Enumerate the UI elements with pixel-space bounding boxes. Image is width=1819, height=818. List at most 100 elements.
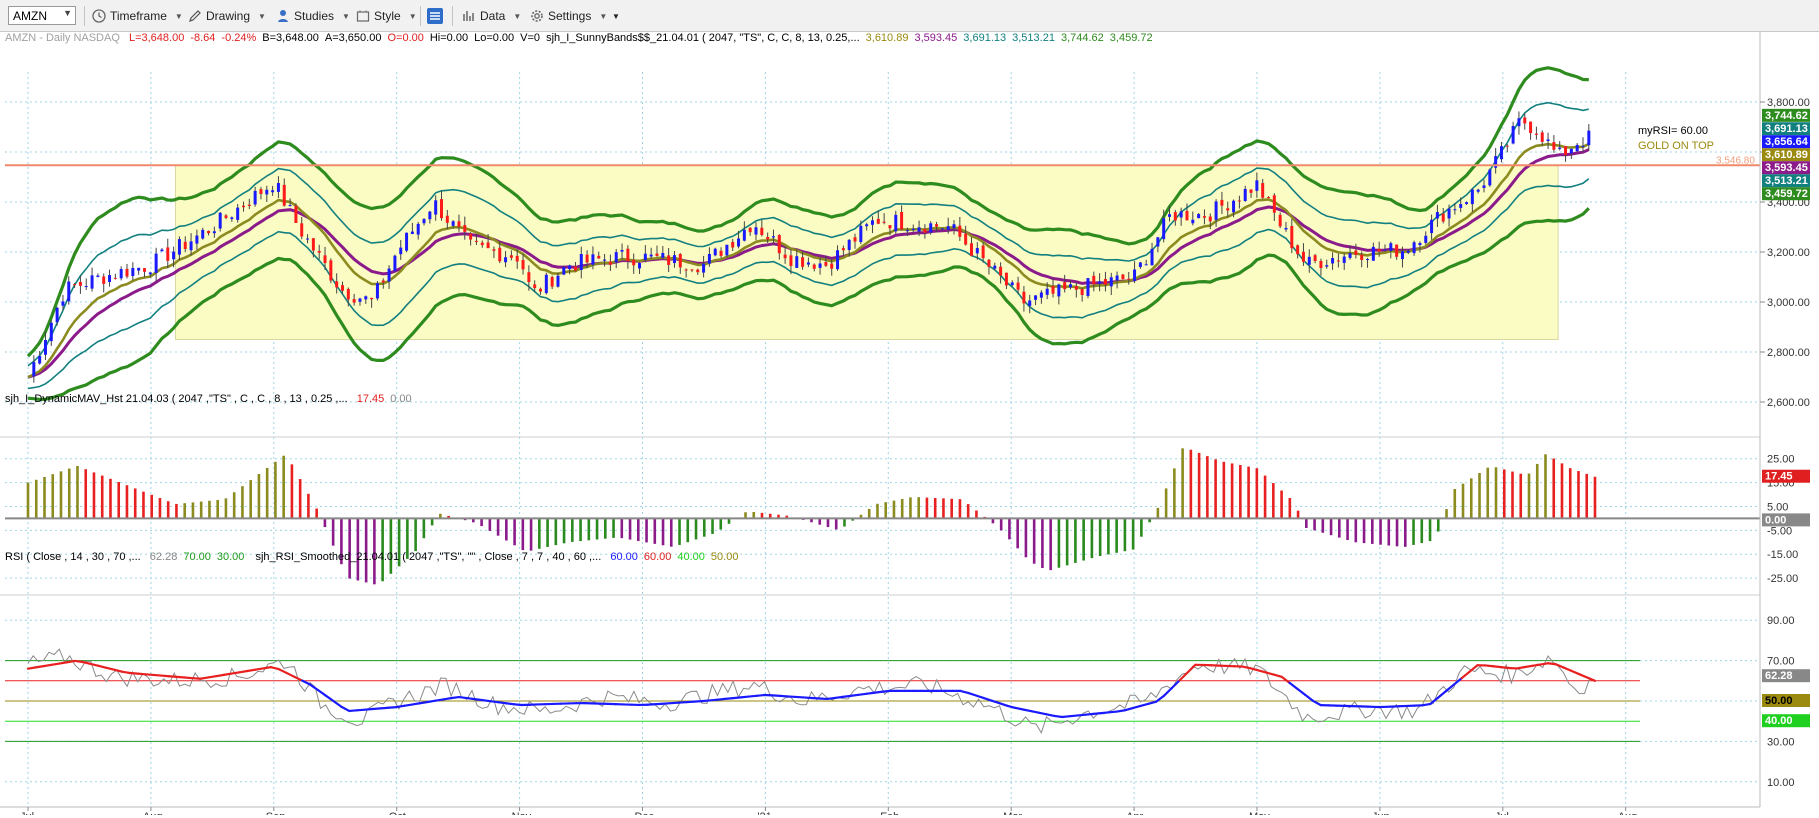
symbol-value: AMZN (13, 9, 47, 23)
rsi-smoothed-segment (130, 673, 138, 674)
rsi-smoothed-segment (224, 674, 232, 675)
rsi-smoothed-segment (647, 704, 655, 705)
rsi-smoothed-segment (1070, 715, 1078, 716)
rsi-smoothed-segment (451, 697, 459, 698)
rsi-smoothed-segment (232, 672, 240, 673)
histogram-bar (596, 518, 599, 539)
settings-label: Settings (548, 9, 591, 23)
histogram-bar (1346, 518, 1349, 540)
histogram-bar (1115, 518, 1118, 552)
histogram-bar (1025, 518, 1028, 557)
style-button[interactable]: Style ▼ (356, 7, 417, 25)
histogram-bar (719, 518, 722, 529)
toolbar: AMZN ▼ Timeframe ▼ Drawing ▼ Studies ▼ S… (0, 0, 1819, 32)
histogram-bar (1445, 509, 1448, 518)
style-icon (356, 9, 370, 23)
histogram-bar (926, 498, 929, 519)
header-stat-value: B=3,648.00 (262, 32, 319, 44)
histogram-bar (538, 518, 541, 548)
rsi-smoothed-segment (357, 710, 365, 711)
histogram-study-label: sjh_I_DynamicMAV_Hst 21.04.03 ( 2047 ,"T… (5, 393, 348, 405)
histogram-bar (76, 466, 79, 518)
histogram-bar (876, 504, 879, 519)
rsi-smoothed-segment (757, 695, 765, 696)
rsi-tick-label: 90.00 (1767, 615, 1795, 627)
histogram-bar (381, 518, 384, 581)
rsi-smoothed-segment (1054, 716, 1062, 717)
data-button[interactable]: Data ▼ (462, 7, 521, 25)
histogram-bar (51, 474, 54, 518)
rsi-smoothed-segment (1485, 665, 1493, 666)
rsi-badge: 50.00 (1762, 694, 1810, 707)
rsi-smoothed-segment (655, 704, 663, 705)
rsi-smoothed-value: 60.00 (610, 551, 638, 563)
settings-button[interactable]: Settings ▼ (530, 7, 607, 25)
histogram-bar (1264, 476, 1267, 519)
chart-area[interactable]: 3,546.80 myRSI= 60.00 GOLD ON TOP 3,800.… (0, 32, 1819, 815)
studies-icon (276, 9, 290, 23)
histogram-bar (1305, 518, 1308, 528)
svg-text:3,593.45: 3,593.45 (1765, 162, 1808, 174)
histogram-bar (1470, 478, 1473, 518)
rsi-smoothed-segment (1078, 715, 1086, 716)
rsi-smoothed-segment (52, 664, 60, 665)
rsi-tick-label: 70.00 (1767, 656, 1795, 668)
rsi-smoothed-segment (498, 702, 506, 703)
candle (294, 203, 297, 223)
histogram-bar (1412, 518, 1415, 545)
histogram-bar (1371, 518, 1374, 544)
rsi-study-label: RSI ( Close , 14 , 30 , 70 ,... (5, 551, 141, 563)
header-stat-value: L=3,648.00 (129, 32, 184, 44)
histogram-bar (1049, 518, 1052, 570)
histogram-bar (1099, 518, 1102, 556)
time-tick-label: Dec (635, 811, 655, 815)
header-stat-value: Hi=0.00 (430, 32, 468, 44)
symbol-description: AMZN - Daily NASDAQ (5, 32, 120, 44)
candle (329, 258, 332, 283)
histogram-tick-label: -25.00 (1767, 573, 1798, 585)
drawing-button[interactable]: Drawing ▼ (188, 7, 266, 25)
rsi-smoothed-segment (420, 702, 428, 703)
histogram-bar (686, 518, 689, 542)
histogram-bar (1256, 468, 1259, 518)
histogram-bar (1190, 450, 1193, 519)
histogram-bar (101, 476, 104, 519)
studies-button[interactable]: Studies ▼ (276, 7, 350, 25)
histogram-bar (711, 518, 714, 534)
pencil-icon (188, 9, 202, 23)
price-badge: 3,593.45 (1762, 161, 1810, 174)
rsi-value: 62.28 (150, 551, 178, 563)
rsi-smoothed-segment (1532, 665, 1540, 666)
time-tick-label: Apr (1126, 811, 1143, 815)
price-badge: 3,744.62 (1762, 109, 1810, 122)
histogram-bar (1338, 518, 1341, 537)
rsi-smoothed-segment (240, 671, 248, 672)
overflow-caret-icon[interactable]: ▼ (612, 7, 620, 25)
time-tick-label: Feb (880, 811, 899, 815)
rsi-smoothed-segment (725, 698, 733, 699)
histogram-bar (192, 502, 195, 518)
symbol-dropdown-icon[interactable]: ▼ (63, 8, 72, 18)
symbol-input[interactable]: AMZN ▼ (8, 6, 76, 25)
rsi-smoothed-segment (435, 699, 443, 700)
histogram-bar (1486, 468, 1489, 519)
histogram-bar (917, 497, 920, 518)
chart-canvas[interactable]: 3,546.80 myRSI= 60.00 GOLD ON TOP 3,800.… (0, 32, 1819, 815)
histogram-bar (1074, 518, 1077, 563)
candle (393, 255, 396, 272)
histogram-bar (315, 509, 318, 519)
histogram-bar (1379, 518, 1382, 544)
price-badge: 3,610.89 (1762, 148, 1810, 161)
histogram-bar (150, 495, 153, 519)
rsi-smoothed-segment (717, 699, 725, 700)
histogram-bar (1247, 467, 1250, 519)
histogram-bar (1569, 468, 1572, 518)
histogram-bar (274, 462, 277, 519)
histogram-bar (670, 518, 673, 546)
rsi-smoothed-segment (686, 702, 694, 703)
layout-button[interactable] (426, 7, 444, 25)
histogram-bar (1198, 453, 1201, 518)
histogram-bar (1404, 518, 1407, 546)
timeframe-button[interactable]: Timeframe ▼ (92, 7, 183, 25)
